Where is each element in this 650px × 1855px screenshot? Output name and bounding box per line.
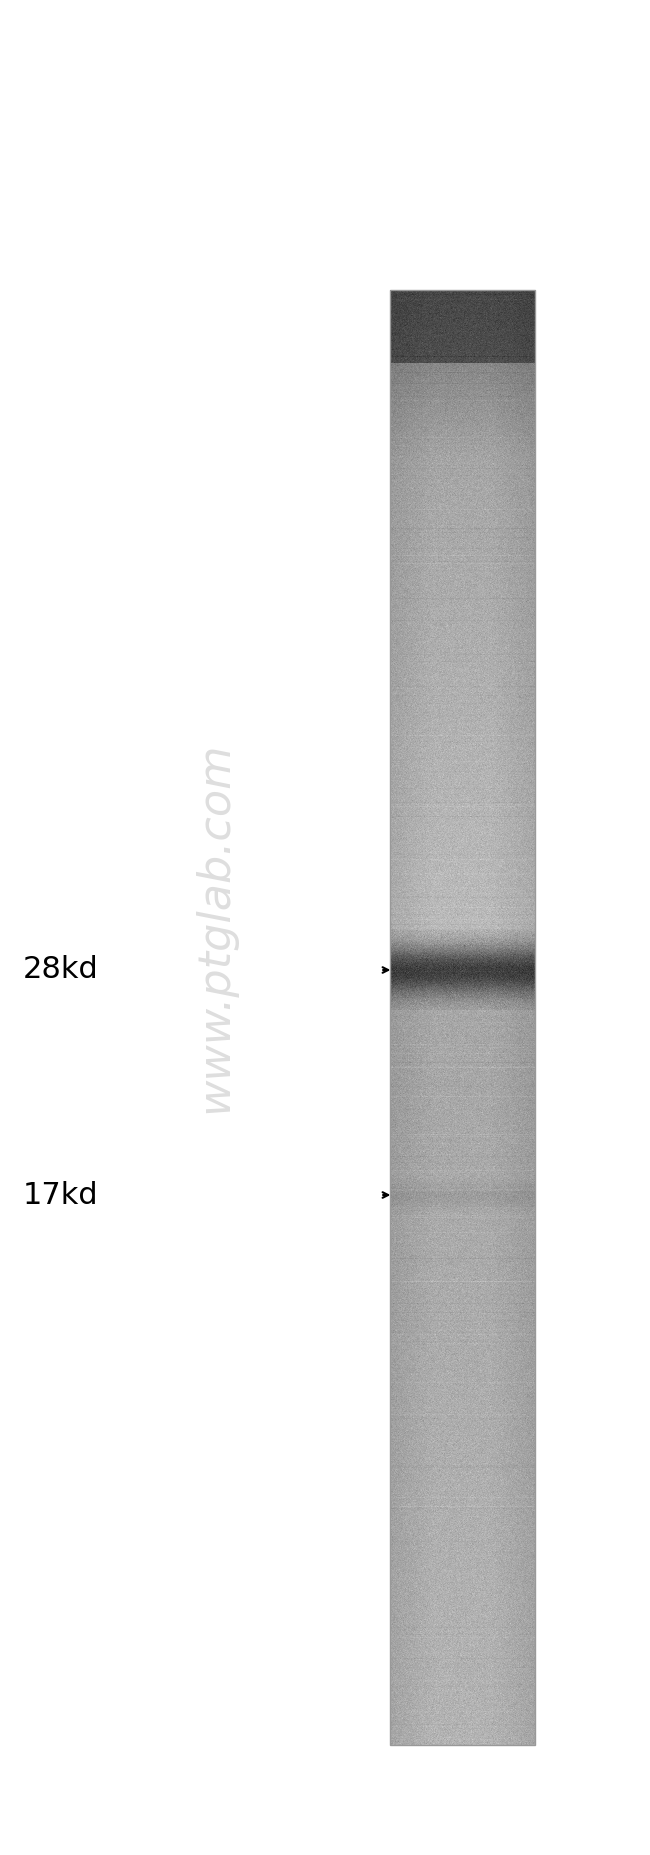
Text: 28kd: 28kd: [23, 955, 99, 985]
Text: 17kd: 17kd: [23, 1180, 98, 1209]
Text: www.ptglab.com: www.ptglab.com: [193, 742, 236, 1113]
Bar: [390, 289, 535, 1746]
